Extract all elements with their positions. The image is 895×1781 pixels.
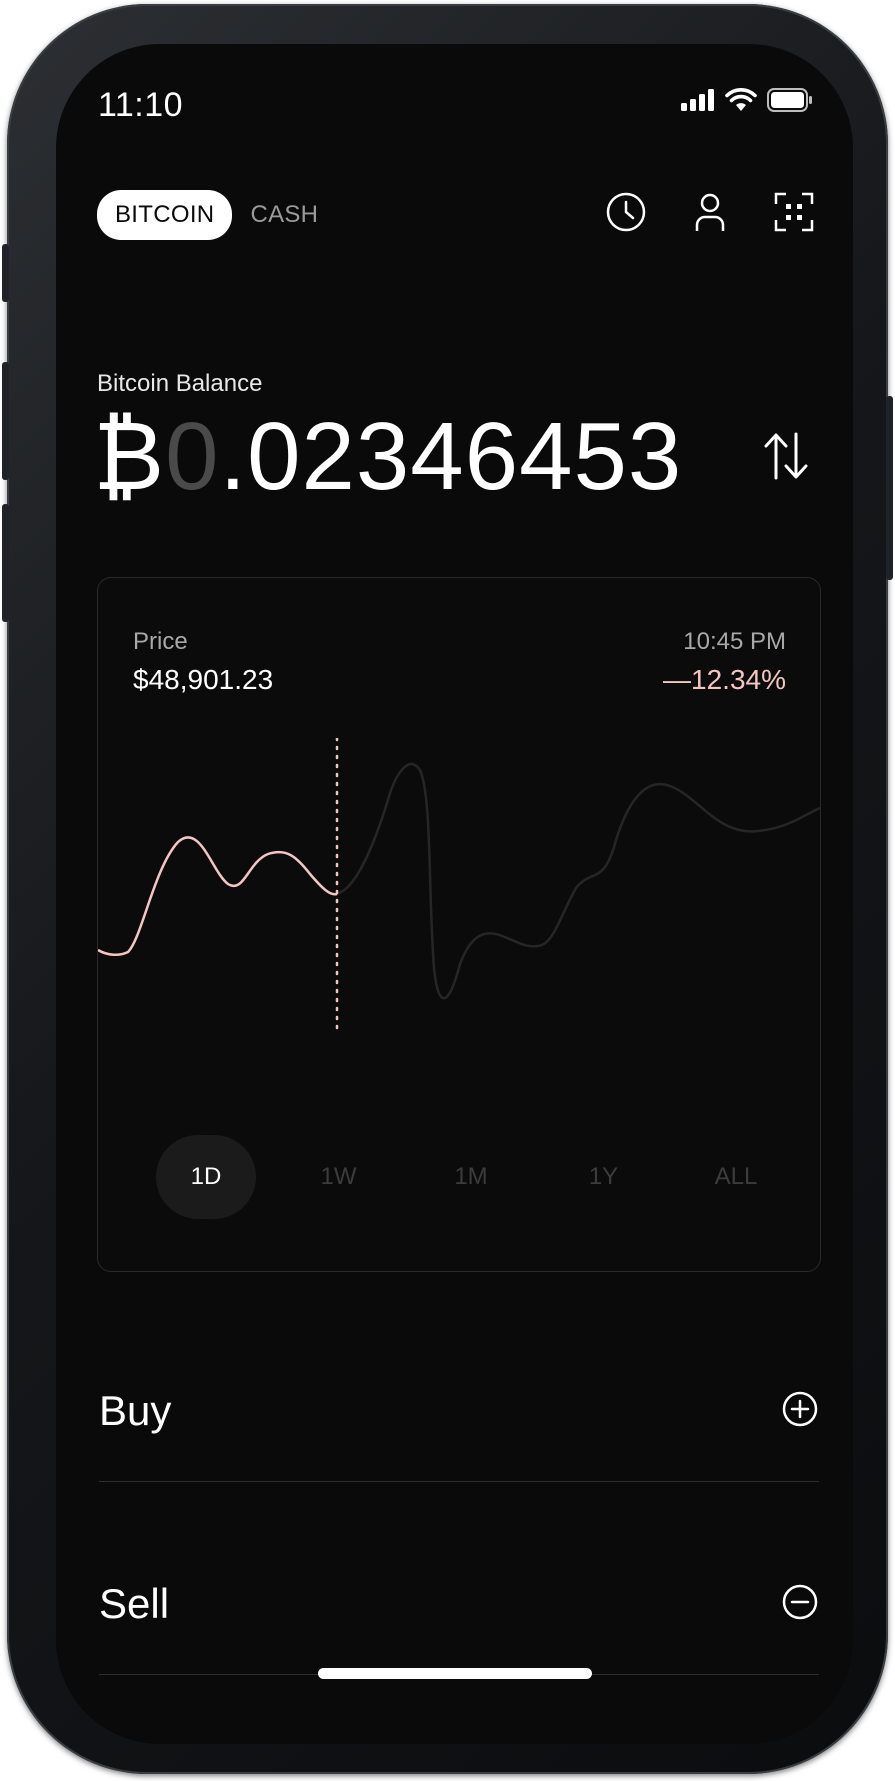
- cellular-signal-icon: [681, 89, 715, 116]
- buy-label: Buy: [99, 1387, 172, 1434]
- price-card: Price $48,901.23 10:45 PM —12.34% 1D 1W …: [97, 577, 821, 1272]
- range-selector: 1D 1W 1M 1Y ALL: [156, 1135, 786, 1219]
- header-actions: [604, 190, 816, 234]
- price-value: $48,901.23: [133, 664, 274, 695]
- status-icons: [681, 88, 813, 117]
- price-time: 10:45 PM: [683, 628, 786, 655]
- status-time: 11:10: [98, 86, 184, 124]
- price-label: Price: [133, 628, 188, 655]
- scan-icon[interactable]: [772, 190, 816, 234]
- mute-switch: [2, 244, 9, 302]
- app-screen: 11:10: [56, 44, 853, 1744]
- bitcoin-symbol: ₿: [93, 403, 166, 510]
- home-indicator[interactable]: [318, 1668, 592, 1679]
- phone-frame: 11:10: [2, 4, 893, 1774]
- range-1w[interactable]: 1W: [320, 1163, 357, 1190]
- divider: [99, 1481, 819, 1482]
- battery-icon: [767, 88, 813, 117]
- balance-label: Bitcoin Balance: [97, 370, 263, 397]
- chart-line-highlight: [98, 836, 338, 956]
- range-1y[interactable]: 1Y: [588, 1163, 619, 1190]
- currency-toggle: BITCOIN CASH: [97, 190, 318, 240]
- tab-cash[interactable]: CASH: [250, 201, 319, 228]
- chart-line-future: [336, 762, 820, 1000]
- range-1d[interactable]: 1D: [156, 1135, 256, 1219]
- volume-down-button: [2, 504, 9, 622]
- range-all[interactable]: ALL: [714, 1163, 758, 1190]
- clock-icon[interactable]: [604, 190, 648, 234]
- buy-button[interactable]: Buy: [99, 1363, 819, 1459]
- power-button: [886, 396, 893, 580]
- minus-circle-icon: [781, 1583, 819, 1626]
- price-change: —12.34%: [663, 664, 786, 695]
- price-chart[interactable]: [98, 738, 820, 1088]
- swap-arrows-icon[interactable]: [763, 430, 809, 482]
- range-1m[interactable]: 1M: [454, 1163, 488, 1190]
- wifi-icon: [725, 88, 757, 117]
- profile-icon[interactable]: [688, 190, 732, 234]
- balance-digits: .02346453: [219, 403, 683, 510]
- tab-bitcoin[interactable]: BITCOIN: [97, 190, 233, 240]
- balance-leading-digit: 0: [165, 403, 220, 510]
- volume-up-button: [2, 362, 9, 480]
- balance-value: ₿0.02346453: [93, 402, 682, 512]
- sell-label: Sell: [99, 1580, 170, 1627]
- plus-circle-icon: [781, 1390, 819, 1433]
- sell-button[interactable]: Sell: [99, 1556, 819, 1652]
